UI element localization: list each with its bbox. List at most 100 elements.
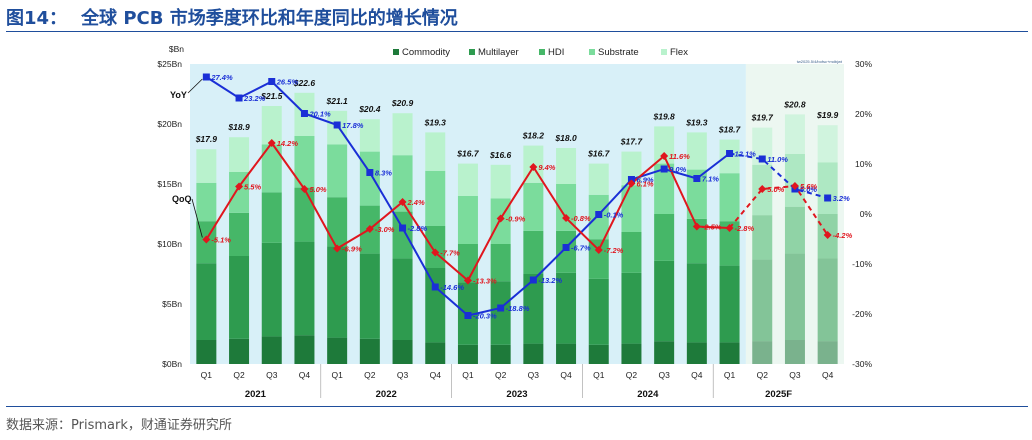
- qoq-annotation-arrow: [191, 198, 203, 238]
- bar-segment-hdi: [425, 226, 446, 268]
- pcb-growth-chart: $0Bn $5Bn $10Bn $15Bn $20Bn $25Bn $Bn -30% -20% -…: [157, 44, 873, 400]
- qoq-marker: [790, 182, 799, 190]
- qoq-marker: [267, 139, 276, 147]
- bar-total-label: $19.7: [751, 113, 775, 123]
- watermark-text: tw2025.5/4/bofsc+mdbjwt: [797, 59, 843, 64]
- qoq-marker: [594, 246, 603, 254]
- quarter-label: Q4: [822, 370, 834, 380]
- bar-segment-flex: [588, 163, 609, 195]
- bar-segment-flex: [654, 126, 675, 164]
- qoq-data-label: -7.2%: [604, 246, 624, 255]
- qoq-marker: [660, 152, 669, 160]
- yoy-data-label: -13.2%: [538, 276, 562, 285]
- yoy-annotation: YoY: [170, 90, 187, 100]
- yoy-annotation-arrow: [187, 78, 203, 94]
- qoq-marker: [725, 224, 734, 232]
- qoq-data-label: 2.4%: [407, 198, 425, 207]
- right-tick-label: 0%: [860, 209, 873, 219]
- legend-label-flex: Flex: [670, 47, 688, 58]
- quarter-label: Q4: [691, 370, 703, 380]
- qoq-data-label: 5.6%: [800, 182, 817, 191]
- right-tick-label: 10%: [855, 159, 872, 169]
- bar-segment-hdi: [654, 214, 675, 261]
- yoy-data-label: 23.2%: [243, 94, 266, 103]
- bar-segment-commodity: [719, 342, 740, 364]
- bar-segment-substrate: [654, 163, 675, 214]
- bar-segment-commodity: [261, 336, 282, 364]
- right-tick-label: -20%: [852, 309, 872, 319]
- quarter-label: Q1: [331, 370, 343, 380]
- bar-segment-substrate: [523, 182, 544, 231]
- qoq-marker: [529, 163, 538, 171]
- quarter-label: Q2: [757, 370, 769, 380]
- bar-total-label: $16.7: [587, 149, 611, 159]
- qoq-data-label: -3.0%: [375, 225, 395, 234]
- yoy-data-label: -20.3%: [473, 312, 497, 321]
- left-tick-label: $5Bn: [162, 299, 182, 309]
- bar-segment-multilayer: [392, 258, 413, 340]
- bar-segment-hdi: [686, 218, 707, 264]
- bar-segment-flex: [457, 163, 478, 196]
- legend-swatch-hdi: [539, 49, 545, 55]
- bar-segment-substrate: [196, 182, 217, 222]
- legend-label-hdi: HDI: [548, 47, 564, 58]
- bar-segment-flex: [196, 149, 217, 183]
- bar-segment-hdi: [261, 192, 282, 243]
- bar-total-label: $18.2: [522, 131, 545, 141]
- right-tick-label: -10%: [852, 259, 872, 269]
- yoy-line-forecast: [729, 152, 828, 199]
- quarter-label: Q4: [299, 370, 311, 380]
- quarter-label: Q4: [560, 370, 572, 380]
- qoq-data-label: -6.9%: [342, 245, 362, 254]
- bar-segment-hdi: [327, 197, 348, 247]
- bottom-rule: [6, 406, 1028, 407]
- top-rule: [6, 31, 1028, 32]
- bar-segment-substrate: [686, 169, 707, 219]
- year-label: 2025F: [765, 389, 792, 400]
- bar-segment-commodity: [196, 340, 217, 364]
- year-label: 2023: [506, 389, 527, 400]
- bar-total-label: $19.9: [816, 110, 839, 120]
- bar-segment-multilayer: [359, 253, 380, 339]
- yoy-data-label: 9.0%: [669, 165, 686, 174]
- yoy-marker: [562, 244, 570, 251]
- qoq-marker: [235, 182, 244, 191]
- yoy-data-label: 8.3%: [375, 169, 392, 178]
- bar-segment-multilayer: [294, 241, 315, 336]
- bar-segment-multilayer: [523, 274, 544, 344]
- bar-segment-substrate: [261, 144, 282, 193]
- bar-segment-multilayer: [261, 242, 282, 337]
- bar-segment-commodity: [457, 344, 478, 364]
- bar-total-label: $18.0: [554, 133, 577, 143]
- right-tick-label: -30%: [852, 359, 872, 369]
- bar-segment-commodity: [523, 343, 544, 364]
- qoq-marker: [562, 214, 571, 222]
- bar-segment-flex: [392, 113, 413, 156]
- bar-total-label: $19.3: [424, 117, 447, 127]
- bar-segment-commodity: [588, 344, 609, 364]
- quarter-label: Q2: [626, 370, 638, 380]
- yoy-data-label: -2.8%: [408, 224, 428, 233]
- bar-total-label: $20.4: [358, 104, 381, 114]
- bar-segment-substrate: [294, 136, 315, 188]
- yoy-marker: [497, 304, 505, 312]
- bar-segment-flex: [686, 132, 707, 170]
- year-label: 2022: [376, 389, 397, 400]
- bar-total-label: $16.6: [489, 150, 512, 160]
- bar-segment-flex: [817, 125, 838, 163]
- qoq-data-label: -2.8%: [735, 224, 755, 233]
- qoq-data-label: -5.1%: [211, 236, 231, 245]
- yoy-marker: [758, 155, 766, 163]
- bar-segment-substrate: [392, 155, 413, 212]
- bar-segment-flex: [752, 127, 773, 165]
- bar-segment-hdi: [719, 221, 740, 266]
- qoq-marker: [758, 185, 767, 193]
- qoq-marker: [692, 222, 701, 231]
- qoq-data-label: -0.8%: [571, 214, 591, 223]
- yoy-marker: [300, 110, 308, 117]
- legend-swatch-multilayer: [469, 49, 475, 55]
- qoq-data-label: 9.4%: [538, 163, 555, 172]
- bar-segment-multilayer: [686, 263, 707, 343]
- bar-segment-hdi: [621, 232, 642, 273]
- quarter-label: Q3: [266, 370, 278, 380]
